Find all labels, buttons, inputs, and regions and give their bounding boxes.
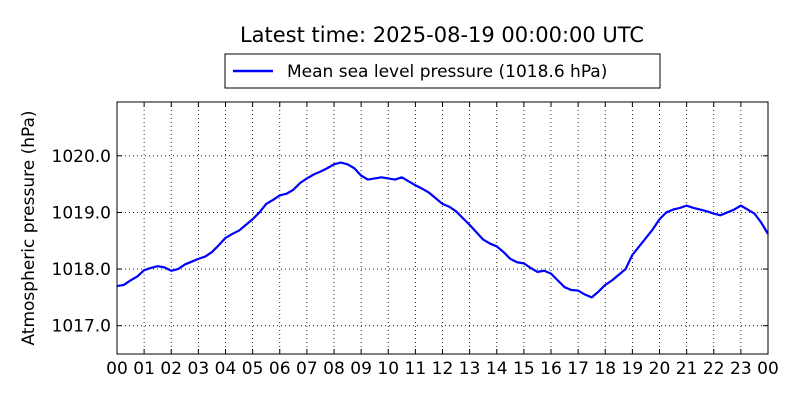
x-tick-label: 05 <box>242 359 264 379</box>
x-tick-label: 00 <box>757 359 779 379</box>
x-tick-label: 10 <box>377 359 399 379</box>
axis-ticks <box>116 102 769 354</box>
x-tick-label: 00 <box>106 359 128 379</box>
x-tick-label: 16 <box>540 359 562 379</box>
grid <box>117 102 768 354</box>
x-tick-label: 21 <box>676 359 698 379</box>
x-tick-label: 09 <box>350 359 372 379</box>
legend-box <box>224 53 661 89</box>
y-axis-tick-labels: 1017.0 1018.0 1019.0 1020.0 <box>52 147 111 337</box>
y-tick-label: 1019.0 <box>52 203 111 223</box>
x-tick-label: 13 <box>459 359 481 379</box>
x-tick-label: 18 <box>594 359 616 379</box>
x-tick-label: 20 <box>649 359 671 379</box>
x-tick-label: 01 <box>133 359 155 379</box>
x-tick-label: 19 <box>622 359 644 379</box>
legend-entry-label: Mean sea level pressure (1018.6 hPa) <box>287 62 607 82</box>
plot-frame <box>116 101 769 355</box>
x-tick-label: 06 <box>269 359 291 379</box>
y-tick-label: 1020.0 <box>52 147 111 167</box>
x-tick-label: 11 <box>405 359 427 379</box>
x-tick-label: 08 <box>323 359 345 379</box>
legend: Mean sea level pressure (1018.6 hPa) <box>224 53 661 89</box>
x-axis-tick-labels: 00 01 02 03 04 05 06 07 08 09 10 11 12 13 14 15 16 17 18 19… <box>106 359 779 379</box>
x-tick-label: 14 <box>486 359 508 379</box>
x-tick-label: 12 <box>432 359 454 379</box>
x-tick-label: 15 <box>513 359 535 379</box>
pressure-series-line <box>116 161 769 299</box>
y-axis-label: Atmospheric pressure (hPa) <box>19 110 39 345</box>
x-tick-label: 22 <box>703 359 725 379</box>
x-tick-label: 04 <box>215 359 237 379</box>
y-tick-label: 1018.0 <box>52 260 111 280</box>
chart-title: Latest time: 2025-08-19 00:00:00 UTC <box>240 23 644 47</box>
x-tick-label: 02 <box>160 359 182 379</box>
y-tick-label: 1017.0 <box>52 317 111 337</box>
x-tick-label: 23 <box>730 359 752 379</box>
x-tick-label: 07 <box>296 359 318 379</box>
x-tick-label: 03 <box>188 359 210 379</box>
x-tick-label: 17 <box>567 359 589 379</box>
